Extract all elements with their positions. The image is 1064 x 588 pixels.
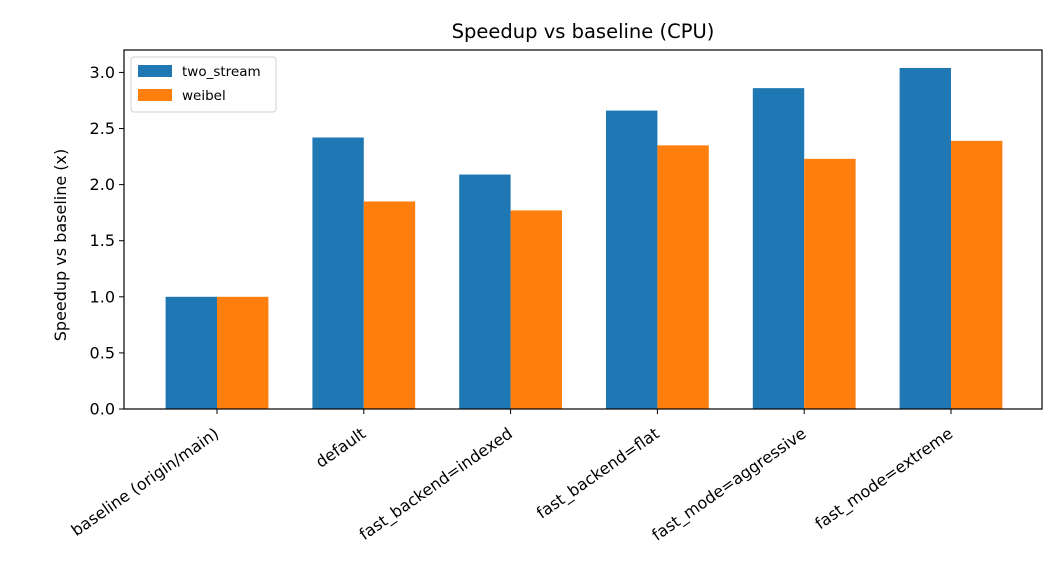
- legend-swatch-weibel: [138, 89, 172, 101]
- legend-swatch-two_stream: [138, 65, 172, 77]
- bar-two_stream-2: [312, 137, 364, 409]
- y-tick-label: 0.5: [90, 343, 115, 362]
- bar-two_stream-5: [752, 88, 805, 410]
- y-ticks-group: 0.0 0.5 1.0 1.5 2.0 2.5 3.0: [90, 63, 124, 419]
- bar-two_stream-4: [606, 110, 658, 410]
- bar-two_stream-3: [459, 174, 511, 409]
- bar-weibel-5: [804, 158, 856, 409]
- y-tick-label: 2.0: [90, 175, 115, 194]
- legend-label-weibel: weibel: [182, 88, 226, 104]
- bar-weibel-1: [217, 296, 269, 409]
- y-tick-label: 3.0: [90, 63, 115, 82]
- y-tick-label: 1.5: [90, 231, 115, 250]
- legend-label-two_stream: two_stream: [182, 64, 261, 80]
- bar-two_stream-6: [899, 67, 951, 409]
- chart-title: Speedup vs baseline (CPU): [452, 20, 715, 43]
- bar-weibel-6: [951, 140, 1003, 409]
- y-tick-label: 2.5: [90, 119, 115, 138]
- bar-weibel-3: [510, 210, 562, 409]
- y-axis-label: Speedup vs baseline (x): [51, 149, 70, 341]
- bar-weibel-2: [363, 201, 416, 409]
- bar-weibel-4: [657, 145, 709, 409]
- y-tick-label: 0.0: [90, 400, 115, 419]
- bar-two_stream-1: [165, 296, 217, 409]
- bars-group: [165, 67, 1003, 410]
- y-tick-label: 1.0: [90, 287, 115, 306]
- plot-frame: [123, 49, 1043, 410]
